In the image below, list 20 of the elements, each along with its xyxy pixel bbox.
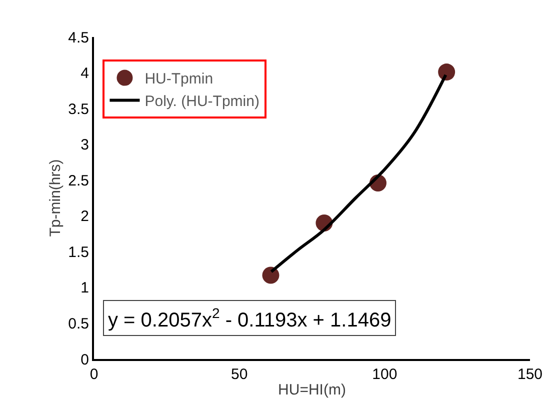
y-tick-label: 4.5 [68, 29, 89, 46]
legend-label: Poly. (HU-Tpmin) [144, 93, 260, 110]
y-axis-title: Tp-min(hrs) [46, 159, 64, 237]
y-tick-label: 1 [80, 280, 89, 297]
point [262, 266, 280, 284]
y-tick-label: 0 [80, 351, 89, 368]
x-tick-label: 100 [372, 366, 398, 383]
y-tick-label: 1.5 [68, 244, 89, 261]
y-tick-label: 2 [80, 208, 89, 226]
point [438, 64, 456, 81]
x-tick-label: 150 [517, 366, 543, 383]
y-tick-label: 3.5 [68, 100, 89, 118]
y-tick-label: 2.5 [68, 172, 89, 190]
y-tick-label: 3 [80, 136, 89, 154]
x-tick-label: 50 [230, 366, 248, 383]
legend-label: HU-Tpmin [144, 70, 214, 88]
y-tick-label: 0.5 [68, 315, 89, 332]
annotation: y = 0.2057x$^{2}$ - 0.1193x + 1.1469 [108, 305, 392, 332]
x-axis-title: HU=HI(m) [278, 382, 346, 398]
y-tick-label: 4 [80, 65, 89, 82]
